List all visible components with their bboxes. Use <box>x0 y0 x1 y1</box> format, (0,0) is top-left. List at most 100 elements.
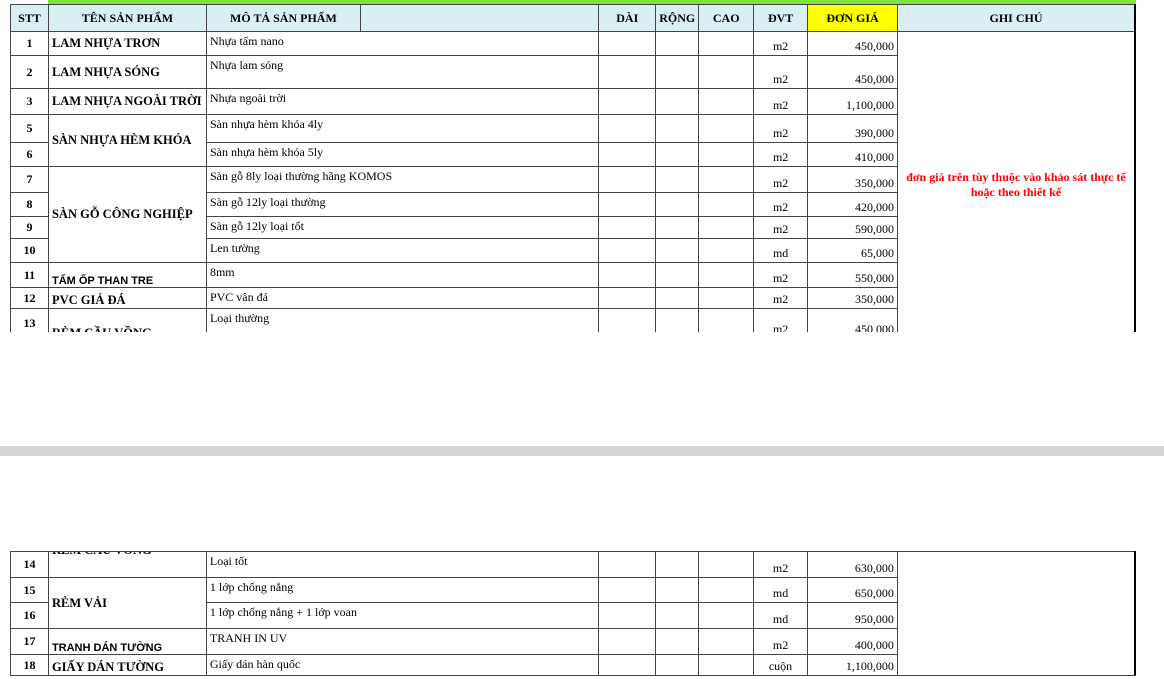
table-row: 5 SÀN NHỰA HÈM KHÓA Sàn nhựa hèm khóa 4ly m… <box>10 114 1136 167</box>
product-name: LAM NHỰA NGOÀI TRỜI <box>47 88 207 115</box>
unit-cell: m2 <box>753 114 809 143</box>
table-row: 11 TẤM ỐP THAN TRE 8mm m2 550,000 <box>10 262 1136 288</box>
length-cell <box>598 216 657 239</box>
header-length: DÀI <box>598 4 657 32</box>
width-cell <box>655 114 700 143</box>
width-cell <box>655 654 700 676</box>
product-name-text: TẤM ỐP THAN TRE <box>51 275 154 287</box>
row-stt: 9 <box>10 216 49 239</box>
product-name-text: SÀN NHỰA HÈM KHÓA <box>51 133 192 147</box>
row-stt: 1 <box>10 31 49 56</box>
width-cell <box>655 192 700 217</box>
header-unit: ĐVT <box>753 4 809 32</box>
height-cell <box>698 88 755 115</box>
height-cell <box>698 308 755 332</box>
product-name-text: PVC GIẢ ĐÁ <box>51 293 126 307</box>
price-cell: 350,000 <box>807 166 898 193</box>
header-stt: STT <box>10 4 49 32</box>
header-width: RỘNG <box>655 4 700 32</box>
width-cell <box>655 551 700 578</box>
row-stt: 14 <box>10 551 49 578</box>
product-name: GIẤY DÁN TƯỜNG <box>47 654 207 676</box>
product-name-text: LAM NHỰA SÓNG <box>51 64 160 79</box>
price-table-page-1: STT TÊN SẢN PHẨM MÔ TẢ SẢN PHẨM DÀI RỘNG… <box>10 4 1136 332</box>
product-name: RÈM VẢI <box>47 577 207 629</box>
product-description: Giấy dán hàn quốc <box>205 654 600 676</box>
unit-cell: m2 <box>753 166 809 193</box>
price-cell: 630,000 <box>807 551 898 578</box>
height-cell <box>698 577 755 603</box>
length-cell <box>598 628 657 655</box>
header-note: GHI CHÚ <box>896 4 1136 32</box>
price-cell: 350,000 <box>807 287 898 309</box>
height-cell <box>698 287 755 309</box>
product-name-text: LAM NHỰA TRƠN <box>51 36 161 50</box>
product-name-text: GIẤY DÁN TƯỜNG <box>51 660 164 674</box>
table-row: 2 LAM NHỰA SÓNG Nhựa lam sóng m2 450,000 <box>10 55 1136 89</box>
product-description: PVC vân đá <box>205 287 600 309</box>
product-description: 1 lớp chống nắng + 1 lớp voan <box>205 602 600 629</box>
unit-cell: m2 <box>753 31 809 56</box>
product-description: Sàn gỗ 12ly loại tốt <box>205 216 600 239</box>
width-cell <box>655 628 700 655</box>
row-stt: 17 <box>10 628 49 655</box>
length-cell <box>598 287 657 309</box>
unit-cell: md <box>753 577 808 603</box>
height-cell <box>698 628 755 655</box>
header-name: TÊN SẢN PHẨM <box>47 4 207 32</box>
price-cell: 400,000 <box>807 628 898 655</box>
price-cell: 1,100,000 <box>807 88 898 115</box>
width-cell <box>655 262 700 288</box>
unit-cell: m2 <box>753 192 809 217</box>
product-name: SÀN GỖ CÔNG NGHIỆP <box>47 166 207 263</box>
length-cell <box>598 308 657 332</box>
table-row: 3 LAM NHỰA NGOÀI TRỜI Nhựa ngoài trời m2 1,1… <box>10 88 1136 115</box>
unit-cell: m2 <box>753 142 809 167</box>
height-cell <box>698 602 755 629</box>
product-name-text: SÀN GỖ CÔNG NGHIỆP <box>51 207 193 221</box>
height-cell <box>698 166 755 193</box>
width-cell <box>655 31 700 56</box>
length-cell <box>598 577 657 603</box>
product-name-text: RÈM CẦU VỒNG <box>52 553 152 559</box>
height-cell <box>698 55 755 89</box>
height-cell <box>698 551 755 578</box>
note-cell-page-2 <box>896 551 1136 676</box>
row-stt: 5 <box>10 114 49 143</box>
width-cell <box>655 238 700 263</box>
length-cell <box>598 31 657 56</box>
product-name-text: RÈM VẢI <box>51 595 107 610</box>
height-cell <box>698 142 755 167</box>
product-name-text: TRANH DÁN TƯỜNG <box>51 642 163 654</box>
row-stt: 15 <box>10 577 49 603</box>
table-row: 1 LAM NHỰA TRƠN Nhựa tấm nano m2 450,000 đơn … <box>10 31 1136 332</box>
length-cell <box>598 192 657 217</box>
table-bottom-border <box>10 675 1136 676</box>
header-height: CAO <box>698 4 755 32</box>
unit-cell: m2 <box>753 308 809 332</box>
product-description: Sàn nhựa hèm khóa 4ly <box>205 114 600 143</box>
unit-cell: m2 <box>753 55 809 89</box>
width-cell <box>655 216 700 239</box>
length-cell <box>598 262 657 288</box>
row-stt: 8 <box>10 192 49 217</box>
product-description: Len tường <box>205 238 600 263</box>
row-stt: 11 <box>10 262 49 288</box>
row-stt: 12 <box>10 287 49 309</box>
unit-cell: m2 <box>753 628 808 655</box>
note-cell: đơn giá trên tùy thuộc vào khảo sát thực… <box>896 31 1136 332</box>
height-cell <box>698 654 755 676</box>
page-1: STT TÊN SẢN PHẨM MÔ TẢ SẢN PHẨM DÀI RỘNG… <box>10 0 1136 332</box>
product-name-text: RÈM CẦU VỒNG <box>52 326 152 332</box>
price-cell: 410,000 <box>807 142 898 167</box>
price-cell: 1,100,000 <box>807 654 898 676</box>
height-cell <box>698 262 755 288</box>
price-cell: 650,000 <box>807 577 898 603</box>
product-name: PVC GIẢ ĐÁ <box>47 287 207 309</box>
row-stt: 2 <box>10 55 49 89</box>
price-cell: 390,000 <box>807 114 898 143</box>
product-name: RÈM CẦU VỒNG <box>47 551 207 578</box>
